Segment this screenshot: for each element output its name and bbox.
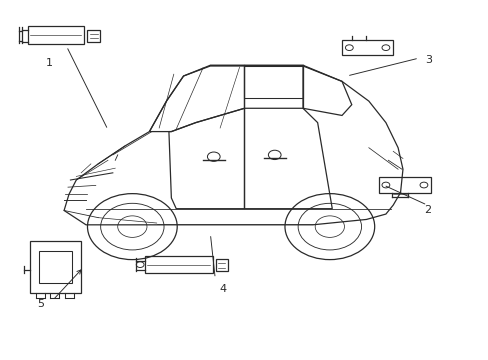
Text: 5: 5 <box>37 299 44 309</box>
Text: 2: 2 <box>423 206 430 216</box>
Text: 1: 1 <box>46 58 53 68</box>
Text: 4: 4 <box>219 284 225 294</box>
Text: 3: 3 <box>425 55 431 65</box>
